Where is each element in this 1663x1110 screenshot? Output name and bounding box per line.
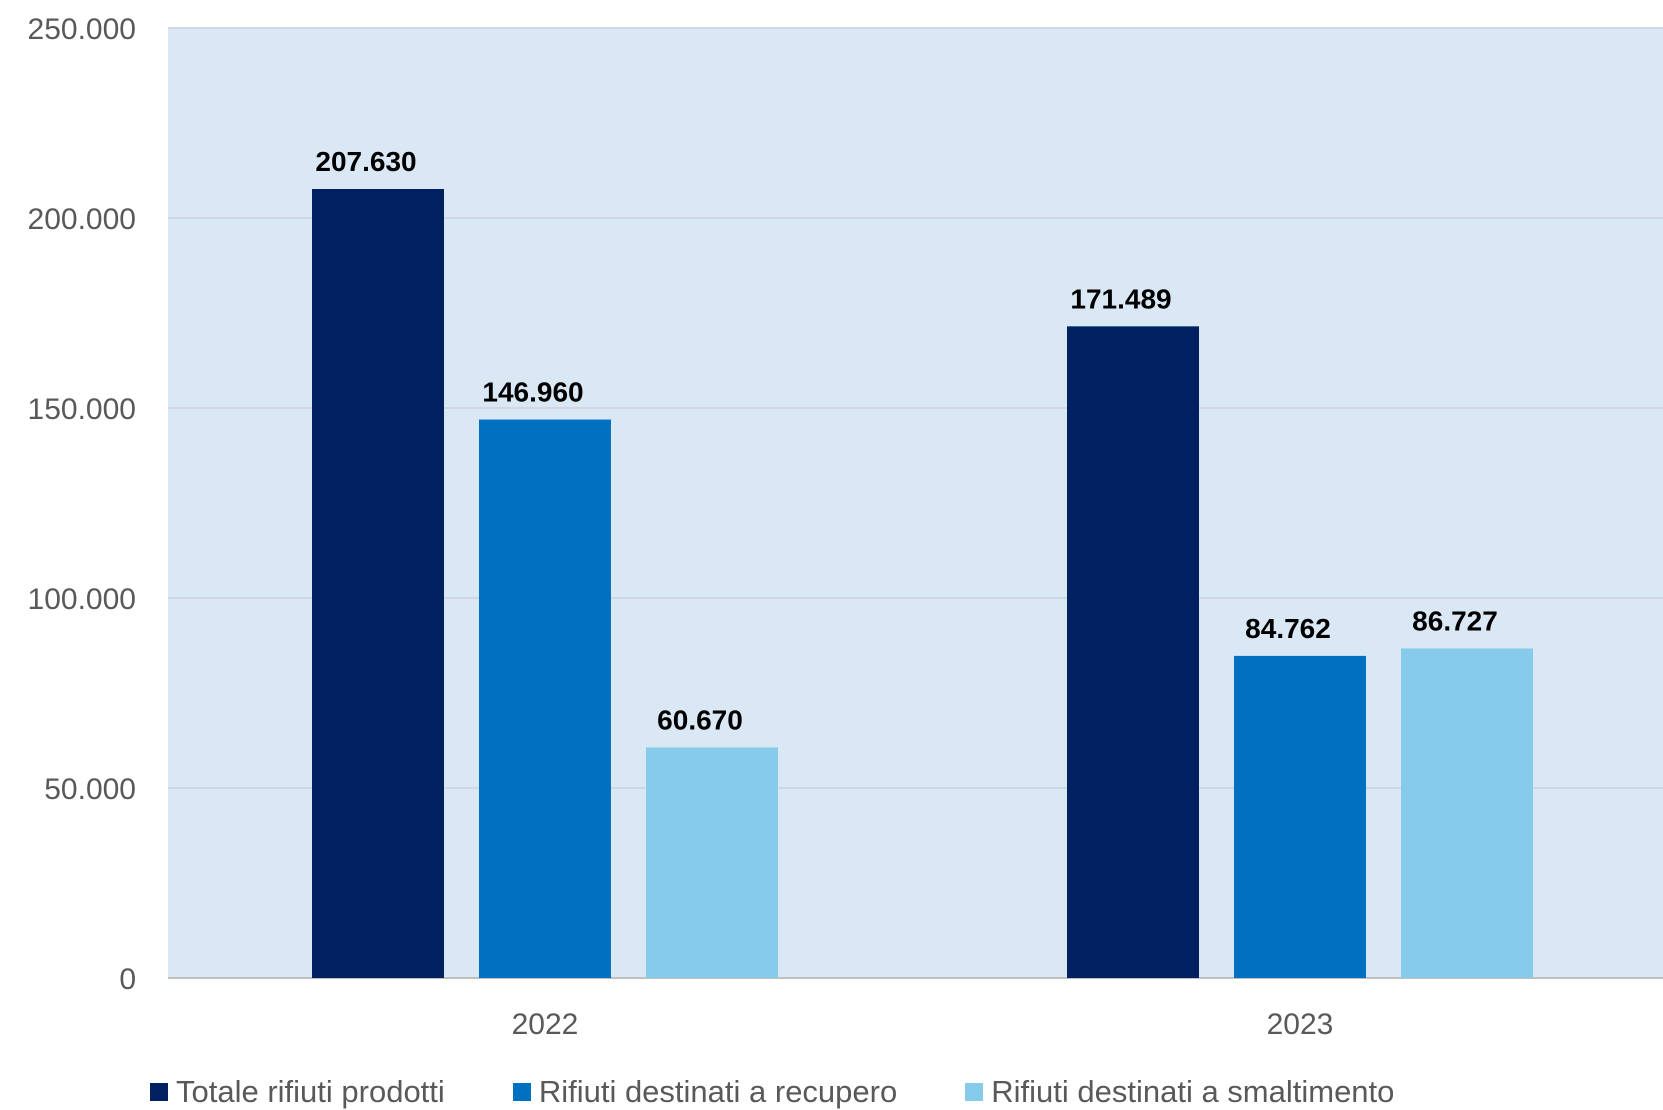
y-tick-label: 150.000 — [28, 393, 136, 426]
legend-label: Rifiuti destinati a recupero — [538, 1074, 898, 1109]
data-label: 84.762 — [1245, 613, 1331, 644]
legend: Totale rifiuti prodotti Rifiuti destinati… — [150, 1074, 1462, 1110]
bar — [312, 189, 444, 979]
x-axis-categories: 2022 2023 — [512, 1008, 1334, 1041]
bar — [1401, 648, 1533, 978]
bar — [479, 419, 611, 978]
y-tick-label: 0 — [119, 963, 136, 996]
bars — [312, 189, 1533, 979]
legend-label: Rifiuti destinati a smaltimento — [991, 1074, 1395, 1109]
data-label: 207.630 — [315, 146, 416, 177]
data-label: 171.489 — [1070, 283, 1171, 314]
bar — [646, 747, 778, 978]
data-label: 86.727 — [1412, 605, 1498, 636]
x-category-label: 2023 — [1267, 1008, 1334, 1041]
legend-item: Rifiuti destinati a recupero — [512, 1074, 898, 1110]
data-labels: 207.630 146.960 60.670 171.489 84.762 86.727 — [315, 146, 1497, 735]
data-label: 146.960 — [482, 377, 583, 408]
y-tick-label: 200.000 — [28, 203, 136, 236]
y-axis-ticks: 0 50.000 100.000 150.000 200.000 250.000 — [28, 13, 136, 996]
data-label: 60.670 — [657, 704, 743, 735]
y-tick-label: 50.000 — [44, 773, 136, 806]
legend-swatch — [965, 1083, 984, 1101]
legend-swatch — [150, 1083, 168, 1101]
y-tick-label: 250.000 — [28, 13, 136, 46]
legend-swatch — [512, 1083, 531, 1101]
legend-label: Totale rifiuti prodotti — [176, 1074, 445, 1109]
legend-item: Totale rifiuti prodotti — [150, 1074, 445, 1110]
bar — [1067, 326, 1199, 978]
legend-item: Rifiuti destinati a smaltimento — [965, 1074, 1394, 1110]
y-tick-label: 100.000 — [28, 583, 136, 616]
bar — [1234, 655, 1366, 978]
x-category-label: 2022 — [512, 1008, 579, 1041]
